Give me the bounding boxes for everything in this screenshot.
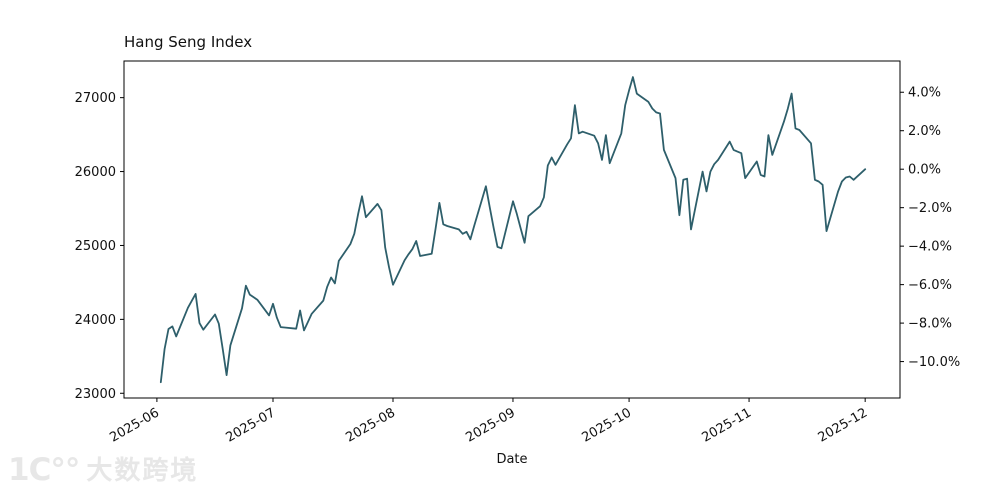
y-right-tick-label: −10.0% bbox=[908, 355, 960, 370]
y-left-tick-label: 23000 bbox=[75, 387, 116, 402]
y-right-tick-label: −8.0% bbox=[908, 317, 952, 332]
x-tick-label: 2025-10 bbox=[580, 405, 635, 445]
y-right-tick-label: 0.0% bbox=[908, 163, 941, 178]
y-right-tick-label: −4.0% bbox=[908, 240, 952, 255]
x-tick-label: 2025-07 bbox=[223, 405, 278, 445]
y-left-tick-label: 25000 bbox=[75, 239, 116, 254]
chart-title: Hang Seng Index bbox=[124, 33, 253, 51]
price-line bbox=[159, 76, 867, 384]
y-right-tick-label: 2.0% bbox=[908, 124, 941, 139]
y-left-tick-label: 24000 bbox=[75, 313, 116, 328]
x-tick-label: 2025-06 bbox=[107, 405, 162, 445]
watermark: 1Ϲ°° 大数跨境 bbox=[8, 455, 198, 486]
x-tick-label: 2025-09 bbox=[463, 405, 518, 445]
x-tick-label: 2025-08 bbox=[343, 405, 398, 445]
x-tick-label: 2025-12 bbox=[816, 405, 871, 445]
x-axis-label: Date bbox=[496, 452, 528, 467]
y-right-tick-label: −2.0% bbox=[908, 201, 952, 216]
y-right-tick-label: −6.0% bbox=[908, 278, 952, 293]
plot-border bbox=[123, 60, 901, 399]
x-tick-label: 2025-11 bbox=[700, 405, 755, 445]
watermark-text: 大数跨境 bbox=[86, 455, 199, 486]
y-left-tick-label: 27000 bbox=[75, 91, 116, 106]
watermark-logo-icon: 1Ϲ°° bbox=[8, 452, 80, 488]
y-right-tick-label: 4.0% bbox=[908, 86, 941, 101]
y-left-tick-label: 26000 bbox=[75, 165, 116, 180]
